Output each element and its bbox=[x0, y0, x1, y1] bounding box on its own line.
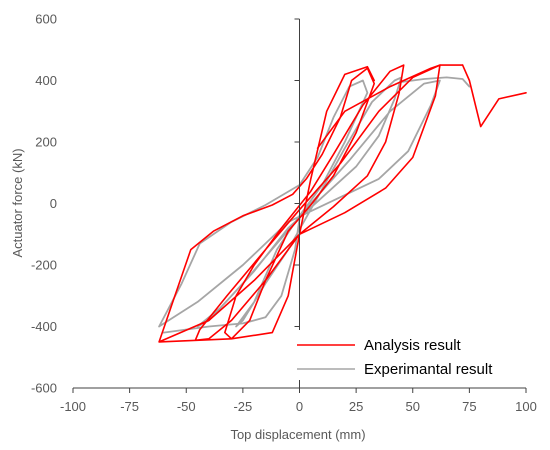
series-line-analysis-2 bbox=[461, 64, 527, 128]
y-tick-label: 600 bbox=[35, 12, 57, 27]
x-tick-label: 75 bbox=[462, 399, 476, 414]
legend-background bbox=[290, 330, 520, 380]
legend-label-experimental: Experimantal result bbox=[364, 361, 493, 378]
series-layer bbox=[158, 64, 527, 343]
x-axis-title: Top displacement (mm) bbox=[230, 427, 365, 442]
x-tick-label: -100 bbox=[60, 399, 86, 414]
series-line-experimental-1 bbox=[162, 217, 301, 334]
x-tick-label: 50 bbox=[406, 399, 420, 414]
x-tick-label: -75 bbox=[120, 399, 139, 414]
series-line-analysis-0 bbox=[158, 64, 441, 343]
x-tick-label: -50 bbox=[177, 399, 196, 414]
x-tick-label: 100 bbox=[515, 399, 537, 414]
axes-layer bbox=[72, 18, 527, 393]
y-tick-label: -400 bbox=[31, 319, 57, 334]
y-axis-title: Actuator force (kN) bbox=[10, 148, 25, 257]
legend-label-analysis: Analysis result bbox=[364, 337, 462, 354]
series-line-experimental-2 bbox=[400, 76, 471, 88]
y-tick-label: -600 bbox=[31, 381, 57, 396]
series-line-analysis-1 bbox=[316, 64, 464, 149]
series-analysis bbox=[158, 64, 527, 343]
x-tick-label: 0 bbox=[296, 399, 303, 414]
x-tick-label: -25 bbox=[233, 399, 252, 414]
tick-labels: -100 -75 -50 -25 0 25 50 75 100 -600 -400 -200 0 200 4… bbox=[31, 12, 537, 415]
legend: Analysis result Experimantal result bbox=[290, 330, 520, 380]
y-tick-label: 400 bbox=[35, 73, 57, 88]
y-tick-label: 0 bbox=[50, 196, 57, 211]
y-tick-label: 200 bbox=[35, 135, 57, 150]
x-tick-label: 25 bbox=[349, 399, 363, 414]
y-tick-label: -200 bbox=[31, 258, 57, 273]
